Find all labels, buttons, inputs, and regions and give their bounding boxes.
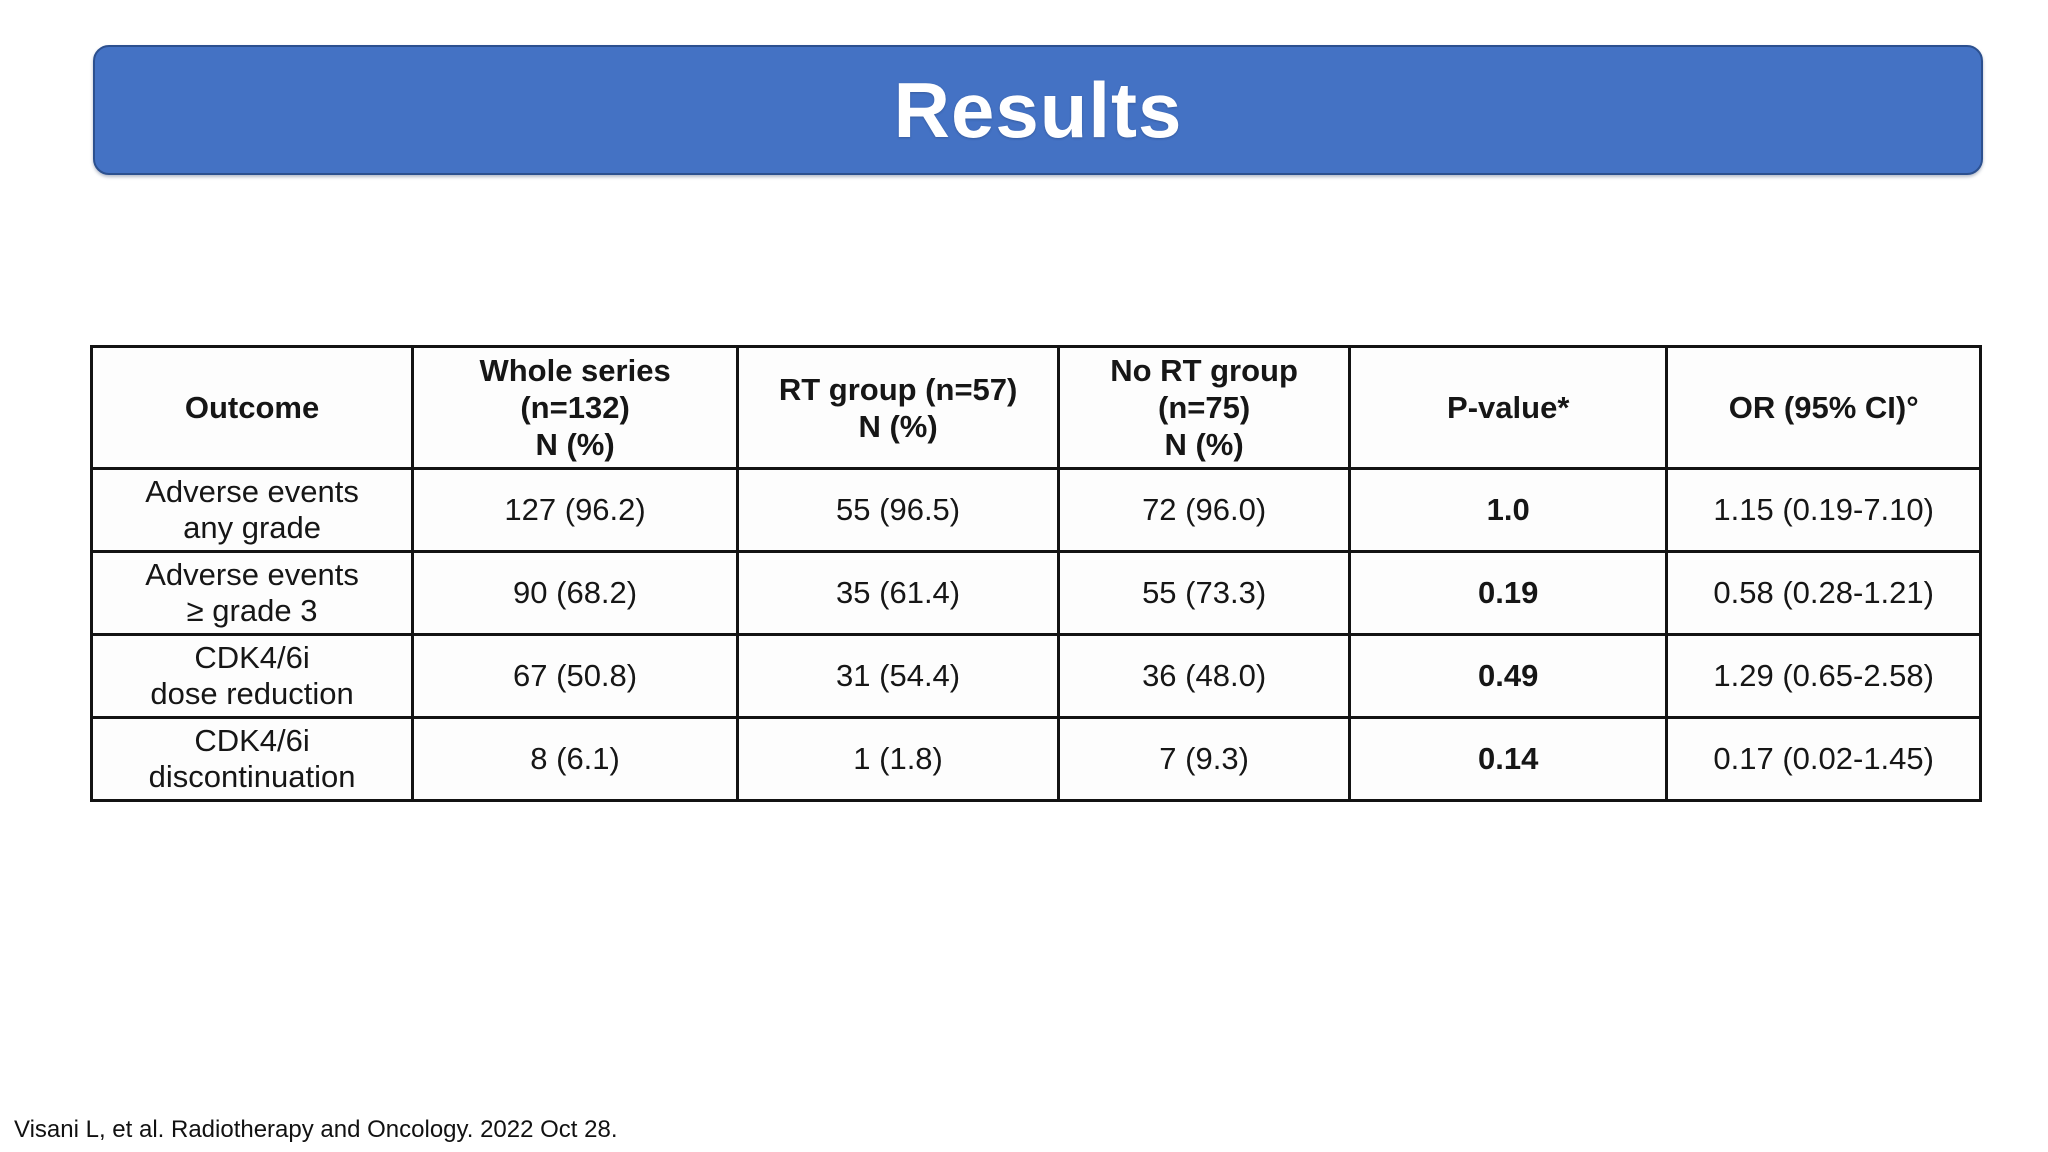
results-table: Outcome Whole series (n=132) N (%) RT gr… [89,345,1982,802]
cell-outcome: CDK4/6i discontinuation [89,716,415,802]
outcome-label: discontinuation [148,759,356,794]
citation: Visani L, et al. Radiotherapy and Oncolo… [14,1116,618,1143]
cell-no-rt-group: 72 (96.0) [1057,467,1352,553]
header-cell-no-rt-group: No RT group (n=75) N (%) [1057,345,1352,470]
cell-or-ci: 1.15 (0.19-7.10) [1665,467,1982,553]
cell-p-value: 1.0 [1348,467,1669,553]
header-label: Outcome [184,390,320,425]
outcome-label: ≥ grade 3 [186,593,318,628]
cell-outcome: CDK4/6i dose reduction [89,633,415,719]
header-label: (n=132) [520,390,630,425]
cell-p-value: 0.14 [1348,716,1669,802]
header-label: Whole series [479,353,671,388]
outcome-label: Adverse events [145,557,359,592]
table-row: Adverse events any grade 127 (96.2) 55 (… [89,467,1982,553]
header-label: N (%) [858,408,938,444]
cell-no-rt-group: 7 (9.3) [1057,716,1352,802]
cell-rt-group: 55 (96.5) [736,467,1061,553]
table-header-row: Outcome Whole series (n=132) N (%) RT gr… [89,345,1982,470]
header-label: OR (95% CI)° [1728,390,1919,425]
table-row: CDK4/6i dose reduction 67 (50.8) 31 (54.… [89,633,1982,719]
header-label: No RT group [1110,353,1298,388]
cell-whole-series: 8 (6.1) [411,716,740,802]
title-banner: Results [93,45,1983,175]
cell-whole-series: 67 (50.8) [411,633,740,719]
cell-outcome: Adverse events ≥ grade 3 [89,550,415,636]
cell-rt-group: 35 (61.4) [736,550,1061,636]
header-label: (n=75) [1158,390,1251,425]
cell-or-ci: 0.58 (0.28-1.21) [1665,550,1982,636]
cell-p-value: 0.49 [1348,633,1669,719]
cell-whole-series: 127 (96.2) [411,467,740,553]
header-label: N (%) [535,427,615,462]
header-cell-outcome: Outcome [89,345,415,470]
header-label: P-value* [1447,390,1570,425]
slide-title: Results [893,65,1183,154]
cell-rt-group: 1 (1.8) [736,716,1061,802]
outcome-label: Adverse events [145,474,359,509]
header-label: RT group (n=57) [778,371,1018,407]
cell-whole-series: 90 (68.2) [411,550,740,636]
header-cell-p-value: P-value* [1348,345,1669,470]
cell-or-ci: 1.29 (0.65-2.58) [1665,633,1982,719]
table-row: CDK4/6i discontinuation 8 (6.1) 1 (1.8) … [89,716,1982,802]
table-row: Adverse events ≥ grade 3 90 (68.2) 35 (6… [89,550,1982,636]
cell-no-rt-group: 36 (48.0) [1057,633,1352,719]
cell-outcome: Adverse events any grade [89,467,415,553]
outcome-label: CDK4/6i [194,640,310,675]
cell-no-rt-group: 55 (73.3) [1057,550,1352,636]
outcome-label: CDK4/6i [194,723,310,758]
outcome-label: any grade [183,510,321,545]
header-cell-rt-group: RT group (n=57) N (%) [736,345,1061,470]
header-cell-or-ci: OR (95% CI)° [1665,345,1982,470]
cell-rt-group: 31 (54.4) [736,633,1061,719]
cell-or-ci: 0.17 (0.02-1.45) [1665,716,1982,802]
outcome-label: dose reduction [150,676,354,711]
header-label: N (%) [1164,427,1244,462]
cell-p-value: 0.19 [1348,550,1669,636]
header-cell-whole-series: Whole series (n=132) N (%) [411,345,740,470]
